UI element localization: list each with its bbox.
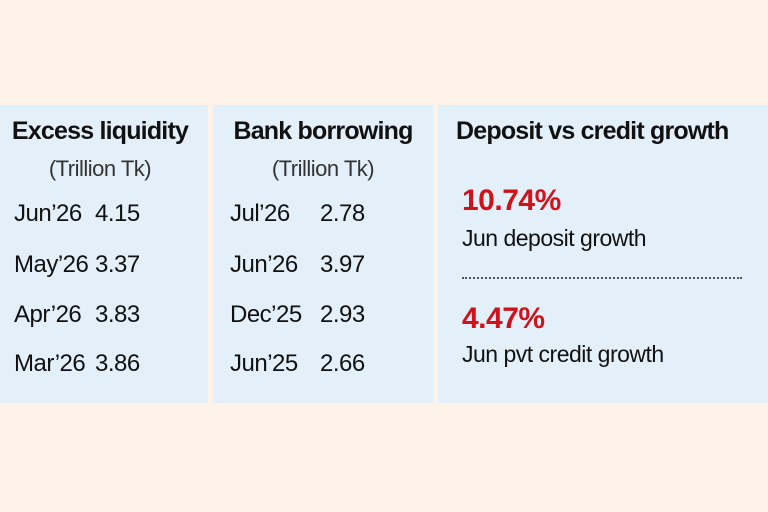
row-label: Mar’26 (14, 350, 86, 377)
row-label: May’26 (14, 251, 89, 278)
row-value: 4.15 (95, 200, 140, 227)
row-value: 3.97 (320, 251, 365, 278)
growth-label: Jun deposit growth (462, 225, 647, 251)
row-label: Dec’25 (230, 301, 302, 328)
row-value: 2.93 (320, 301, 365, 328)
panel-title: Excess liquidity (11, 117, 189, 145)
row-label: Jul’26 (230, 200, 290, 227)
panel-subtitle: (Trillion Tk) (48, 156, 152, 181)
panel (438, 105, 768, 403)
growth-value: 4.47% (462, 302, 545, 335)
panel-title: Deposit vs credit growth (456, 117, 729, 145)
panel (213, 105, 433, 403)
growth-label: Jun pvt credit growth (462, 341, 664, 367)
row-value: 3.86 (95, 350, 140, 377)
row-label: Apr’26 (14, 301, 82, 328)
divider (462, 277, 742, 279)
row-value: 2.78 (320, 200, 365, 227)
row-label: Jun’26 (230, 251, 298, 278)
panel (0, 105, 208, 403)
row-label: Jun’26 (14, 200, 82, 227)
growth-value: 10.74% (462, 184, 561, 217)
panel-subtitle: (Trillion Tk) (271, 156, 375, 181)
row-value: 3.37 (95, 251, 140, 278)
panel-title: Bank borrowing (233, 117, 413, 145)
row-label: Jun’25 (230, 350, 298, 377)
row-value: 3.83 (95, 301, 140, 328)
row-value: 2.66 (320, 350, 365, 377)
